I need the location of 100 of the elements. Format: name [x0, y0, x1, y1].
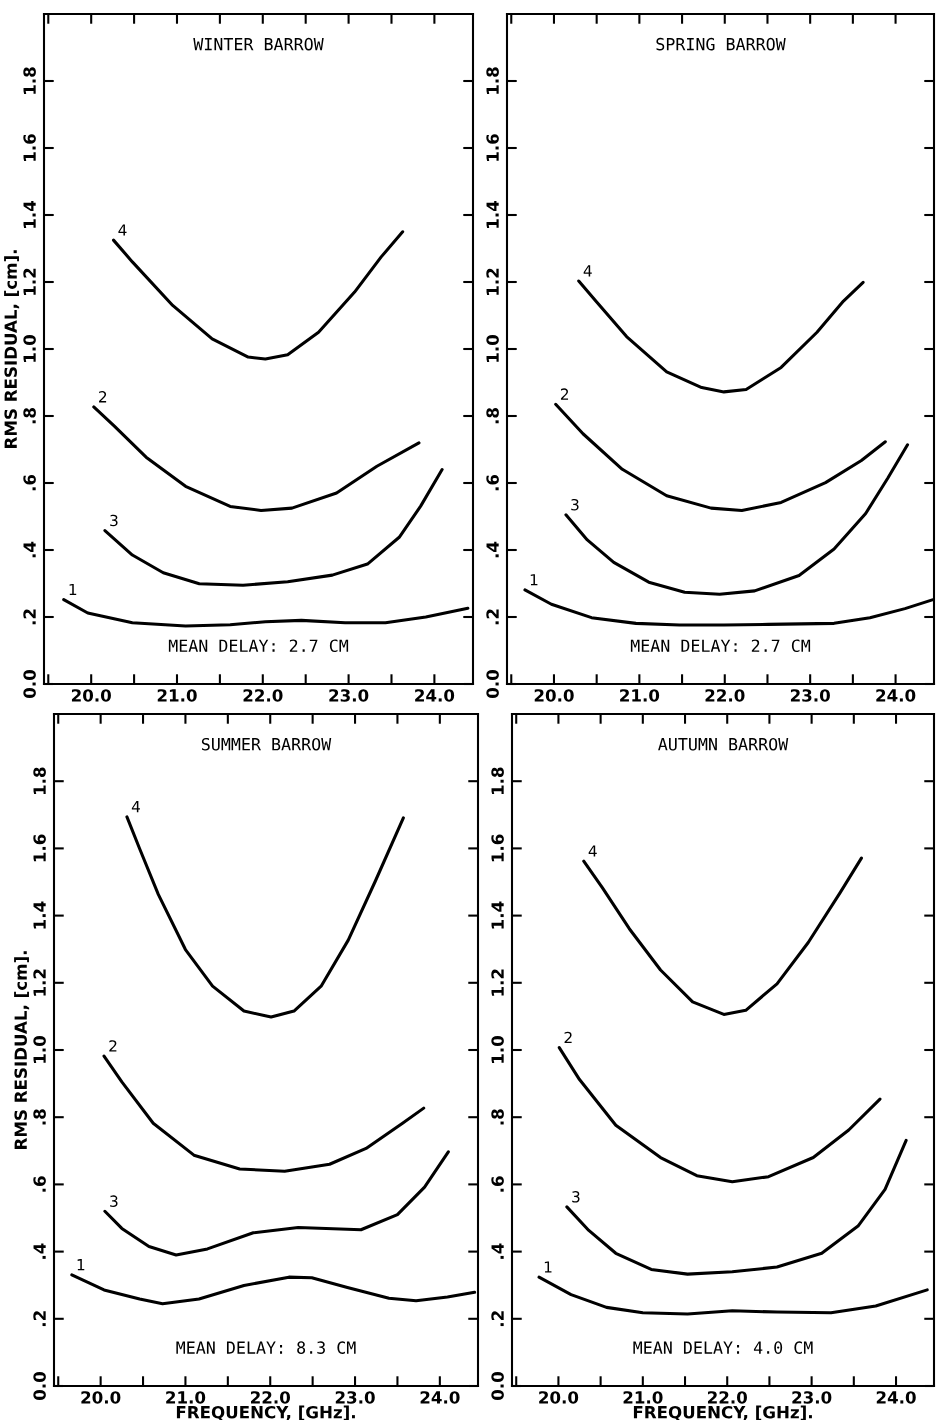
x-tick-label: 22.0 [705, 689, 745, 702]
x-tick-label: 23.0 [792, 1391, 832, 1404]
line-series [557, 1046, 882, 1184]
line-series [582, 856, 863, 1016]
x-tick-label: 20.0 [534, 689, 574, 702]
line-series [103, 1150, 450, 1257]
series-label: 2 [560, 388, 569, 400]
line-series [92, 405, 421, 512]
y-tick-label: .2 [23, 609, 36, 625]
y-tick-label: .6 [486, 474, 499, 491]
y-tick-label: .8 [23, 408, 36, 424]
y-tick-label: 1.2 [486, 268, 499, 295]
x-tick-label: 24.0 [876, 689, 916, 702]
x-tick-label: 22.0 [707, 1391, 747, 1404]
series-label: 2 [109, 1040, 117, 1052]
y-tick-label: .4 [491, 1243, 504, 1259]
x-axis-title: FREQUENCY, [GHz]. [176, 1405, 355, 1420]
x-axis-title: FREQUENCY, [GHz]. [633, 1405, 812, 1420]
y-tick-label: .4 [486, 541, 499, 558]
y-tick-label: 1.4 [491, 901, 504, 929]
annotation: MEAN DELAY: 4.0 CM [633, 1341, 813, 1354]
x-tick-label: 22.0 [243, 689, 283, 702]
series-label: 3 [572, 1191, 580, 1203]
y-tick-label: 1.0 [491, 1036, 504, 1063]
y-tick-label: .6 [23, 474, 36, 491]
y-tick-label: 1.8 [486, 67, 499, 94]
y-tick-label: 1.4 [23, 201, 36, 228]
annotation: MEAN DELAY: 8.3 CM [176, 1341, 356, 1354]
y-tick-label: 1.6 [23, 134, 36, 161]
series-label: 3 [571, 498, 579, 511]
y-tick-label: 0.0 [23, 670, 36, 698]
series-label: 4 [583, 265, 592, 277]
series-label: 1 [530, 574, 538, 586]
y-tick-label: 1.2 [23, 268, 36, 295]
series-label: 1 [544, 1261, 552, 1273]
y-tick-label: 1.2 [33, 969, 46, 996]
line-series [564, 443, 910, 596]
y-axis-title: RMS RESIDUAL, [cm]. [4, 250, 20, 448]
y-tick-label: 1.0 [33, 1036, 46, 1063]
y-tick-label: .2 [486, 609, 499, 625]
y-tick-label: .8 [33, 1109, 46, 1125]
x-tick-label: 21.0 [623, 1391, 663, 1404]
series-label: 4 [588, 845, 597, 857]
line-series [577, 279, 865, 394]
line-series [537, 1275, 929, 1316]
x-tick-label: 21.0 [157, 689, 197, 702]
y-tick-label: 1.8 [23, 67, 36, 94]
text: SUMMER BARROW [201, 737, 332, 751]
x-tick-label: 24.0 [420, 1391, 460, 1404]
series-label: 1 [69, 583, 77, 596]
y-tick-label: 1.6 [486, 134, 499, 161]
line-series [103, 468, 444, 587]
series-label: 4 [131, 801, 140, 813]
y-tick-label: 1.0 [486, 335, 499, 362]
y-tick-label: .6 [491, 1176, 504, 1192]
line-series [102, 1054, 426, 1173]
y-tick-label: 1.6 [33, 834, 46, 862]
x-tick-label: 24.0 [876, 1391, 916, 1404]
y-tick-label: .2 [33, 1311, 46, 1327]
y-tick-label: 1.8 [33, 767, 46, 795]
series-label: 4 [118, 224, 127, 236]
annotation: MEAN DELAY: 2.7 CM [168, 639, 349, 653]
text: AUTUMN BARROW [658, 737, 789, 751]
y-tick-label: 0.0 [33, 1372, 46, 1400]
series-label: 2 [99, 391, 107, 403]
x-tick-label: 23.0 [335, 1391, 375, 1404]
series-label: 3 [110, 1195, 118, 1207]
x-tick-label: 21.0 [166, 1391, 206, 1404]
series-label: 2 [564, 1031, 572, 1044]
y-tick-label: 1.6 [491, 834, 504, 862]
series-label: 1 [77, 1259, 85, 1271]
x-tick-label: 20.0 [71, 689, 111, 702]
x-tick-label: 21.0 [620, 689, 660, 702]
x-tick-label: 24.0 [415, 689, 455, 702]
series-label: 3 [110, 514, 118, 527]
x-tick-label: 22.0 [251, 1391, 290, 1404]
y-tick-label: 1.0 [23, 335, 36, 362]
y-tick-label: 0.0 [491, 1372, 504, 1400]
y-axis-title: RMS RESIDUAL, [cm]. [14, 951, 30, 1149]
y-tick-label: 1.8 [491, 767, 504, 795]
y-tick-label: .4 [33, 1243, 46, 1259]
y-tick-label: .6 [33, 1176, 46, 1192]
y-tick-label: .2 [491, 1311, 504, 1327]
y-tick-label: 1.4 [33, 901, 46, 929]
x-tick-label: 23.0 [790, 689, 830, 702]
line-series [125, 815, 405, 1019]
annotation: MEAN DELAY: 2.7 CM [630, 639, 811, 653]
y-tick-label: .8 [486, 408, 499, 424]
x-tick-label: 20.0 [81, 1391, 121, 1404]
y-tick-label: .4 [23, 541, 36, 558]
text: WINTER BARROW [193, 37, 324, 51]
x-tick-label: 20.0 [539, 1391, 579, 1404]
text: SPRING BARROW [656, 37, 786, 51]
y-tick-label: 1.4 [486, 201, 499, 228]
y-tick-label: 0.0 [486, 670, 499, 698]
y-tick-label: .8 [491, 1109, 504, 1125]
line-series [565, 1138, 908, 1276]
line-series [554, 402, 887, 512]
x-tick-label: 23.0 [329, 689, 369, 702]
y-tick-label: 1.2 [491, 969, 504, 996]
